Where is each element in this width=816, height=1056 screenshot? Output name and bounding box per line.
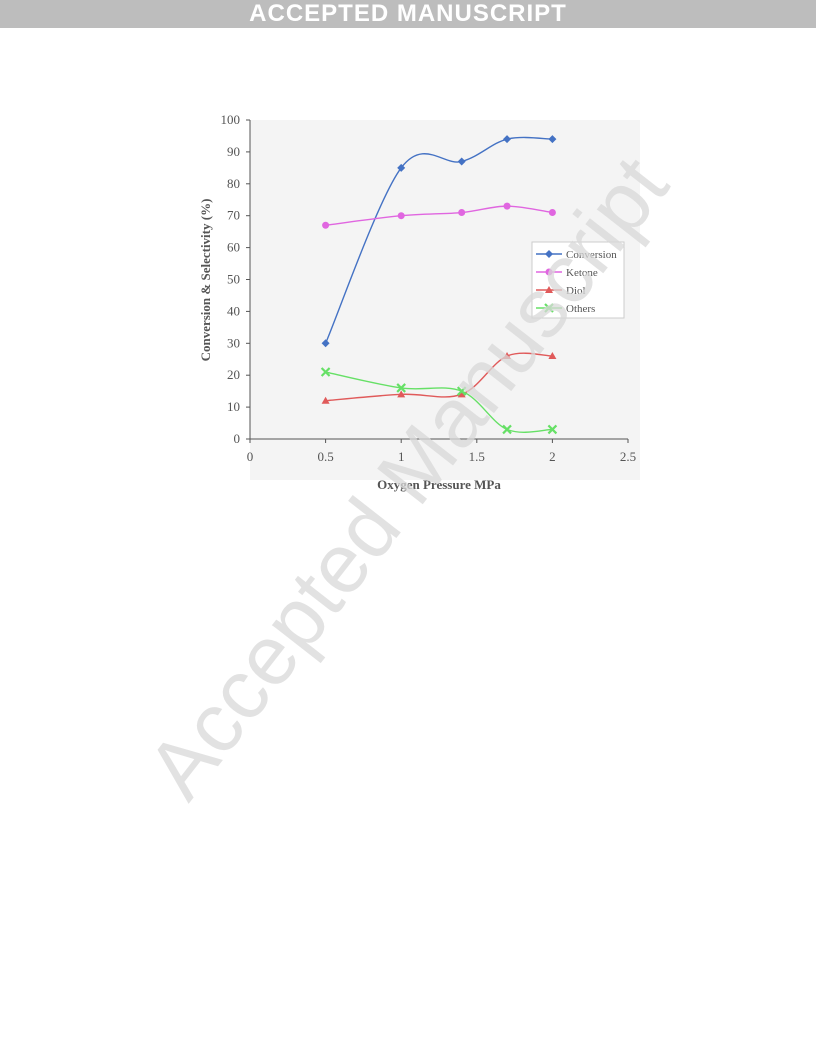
data-point-diol [503,352,512,360]
x-tick-label: 2.5 [620,449,636,464]
data-point-ketone [458,209,466,217]
data-point-others [320,367,331,377]
data-point-ketone [322,221,330,229]
y-axis: 0 10 20 30 40 50 60 70 80 90 100 [221,112,250,446]
data-point-others [396,383,406,393]
y-tick-label: 30 [227,335,240,350]
data-point-conversion [548,135,557,144]
series-diol [321,352,557,404]
data-point-diol [548,352,557,360]
y-axis-title: Conversion & Selectivity (%) [198,199,213,362]
legend-label-others: Others [566,303,595,315]
data-point-others [502,424,512,435]
x-tick-label: 2 [549,449,556,464]
legend-marker-others [544,303,554,313]
y-tick-label: 80 [227,176,240,191]
x-axis: 0 0.5 1 1.5 2 2.5 [247,439,636,464]
x-tick-label: 1 [398,449,405,464]
y-tick-label: 90 [227,144,240,159]
y-tick-label: 10 [227,399,240,414]
banner-text: ACCEPTED MANUSCRIPT [249,0,567,27]
legend: Conversion Ketone Diol Others [531,241,625,319]
data-point-diol [321,396,330,404]
data-point-ketone [503,202,511,210]
data-point-conversion [321,339,330,348]
x-tick-label: 1.5 [469,449,485,464]
y-tick-label: 100 [221,112,241,127]
data-point-ketone [548,209,556,217]
y-tick-label: 20 [227,367,240,382]
legend-item-others: Others [536,303,595,315]
legend-item-diol: Diol [536,285,586,297]
x-tick-label: 0 [247,449,254,464]
x-axis-title: Oxygen Pressure MPa [377,477,501,492]
y-tick-label: 40 [227,303,240,318]
legend-item-ketone: Ketone [536,267,598,279]
data-point-conversion [457,157,466,166]
manuscript-banner: ACCEPTED MANUSCRIPT [0,0,816,28]
y-tick-label: 0 [234,431,241,446]
series-conversion [321,135,557,348]
series-others [320,367,558,435]
series-layer [320,135,558,435]
y-tick-label: 60 [227,240,240,255]
y-tick-label: 70 [227,208,240,223]
x-tick-label: 0.5 [317,449,333,464]
y-tick-label: 50 [227,272,240,287]
data-point-conversion [503,135,512,144]
legend-label-ketone: Ketone [566,267,598,279]
data-point-diol [457,390,466,398]
legend-label-diol: Diol [566,285,586,297]
legend-marker-conversion [545,250,553,258]
legend-marker-ketone [545,268,553,276]
series-ketone [322,202,556,229]
data-point-others [547,424,558,435]
series-line-conversion [324,136,553,344]
data-point-others [456,386,467,396]
legend-item-conversion: Conversion [536,249,617,261]
legend-marker-diol [545,286,553,293]
data-point-ketone [397,212,405,220]
data-point-conversion [397,163,406,172]
data-point-diol [397,390,406,398]
legend-label-conversion: Conversion [566,249,617,261]
